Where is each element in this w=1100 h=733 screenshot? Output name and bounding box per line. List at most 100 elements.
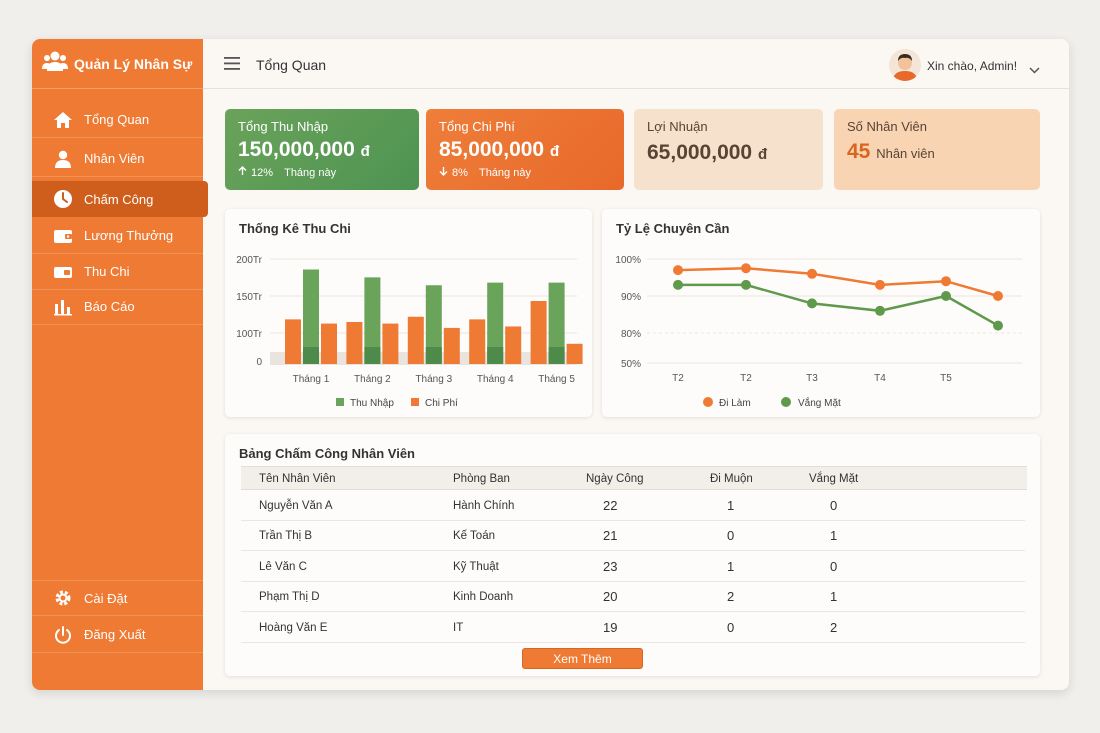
series-line-absent	[678, 283, 999, 327]
sidebar-item-reports[interactable]: Báo Cáo	[32, 289, 203, 325]
data-point	[807, 268, 817, 279]
y-tick-label: 90%	[621, 292, 641, 303]
y-tick-label: 50%	[621, 359, 641, 370]
table-cell: Hoàng Văn E	[259, 621, 328, 634]
bar-expense-extra	[285, 319, 301, 364]
sidebar: Quản Lý Nhân Sự Tổng Quan Nhân Viên Chấm…	[32, 39, 208, 690]
table-cell: 20	[603, 589, 618, 605]
table-title: Bảng Chấm Công Nhân Viên	[239, 446, 415, 461]
kpi-value: 65,000,000 đ	[647, 141, 768, 164]
data-point	[741, 279, 751, 290]
sidebar-item-label: Cài Đặt	[84, 590, 128, 606]
legend-label: Chi Phí	[425, 398, 458, 409]
table-cell: 1	[830, 528, 838, 544]
sidebar-item-label: Báo Cáo	[84, 299, 135, 314]
kpi-card-expense: Tổng Chi Phí 85,000,000 đ 8% Tháng này	[426, 109, 624, 190]
y-tick-label: 100Tr	[236, 329, 262, 340]
table-cell: 1	[830, 589, 838, 605]
bar-expense-extra	[530, 301, 547, 364]
sidebar-item-overview[interactable]: Tổng Quan	[32, 102, 203, 138]
table-cell: Lê Văn C	[259, 560, 307, 573]
sidebar-item-label: Lương Thưởng	[84, 228, 174, 243]
user-icon	[52, 149, 74, 169]
y-tick-label: 150Tr	[236, 292, 262, 303]
sidebar-item-employees[interactable]: Nhân Viên	[32, 141, 203, 177]
sidebar-item-logout[interactable]: Đăng Xuất	[32, 617, 203, 653]
kpi-card-profit: Lợi Nhuận 65,000,000 đ	[634, 109, 823, 190]
bar-income-base	[425, 347, 442, 364]
table-cell: 0	[727, 619, 735, 635]
data-point	[875, 305, 885, 316]
x-tick-label: T4	[874, 373, 886, 384]
column-header: Phòng Ban	[453, 473, 510, 485]
x-tick-label: Tháng 3	[415, 374, 452, 385]
sidebar-item-settings[interactable]: Cài Đặt	[32, 580, 203, 616]
legend-swatch-expense	[411, 398, 419, 406]
x-tick-label: T2	[740, 373, 752, 384]
kpi-trend: 12% Tháng này	[238, 166, 406, 179]
attendance-table-card: Bảng Chấm Công Nhân Viên Tên Nhân Viên P…	[225, 434, 1040, 676]
avatar[interactable]	[889, 49, 921, 81]
chevron-down-icon[interactable]	[1029, 61, 1040, 79]
table-cell: 23	[603, 558, 618, 574]
home-icon	[52, 110, 74, 130]
table-row[interactable]: Nguyễn Văn A Hành Chính 22 1 0	[241, 491, 1025, 521]
table-cell: Trần Thị B	[259, 530, 313, 543]
sidebar-item-income-expense[interactable]: Thu Chi	[32, 254, 203, 290]
sidebar-item-label: Chấm Công	[84, 191, 154, 207]
kpi-trend: 8% Tháng này	[439, 166, 611, 179]
table-cell: 2	[830, 619, 838, 635]
attendance-rate-chart-card: Tỷ Lệ Chuyên Cần 100% 90% 80% 50% T2 T2 T3 T4 T5…	[602, 209, 1040, 417]
bar-income-base	[487, 347, 504, 364]
bar-income	[364, 277, 381, 364]
gear-icon	[52, 588, 74, 608]
table-cell: Kế Toán	[453, 530, 495, 543]
y-tick-label: 80%	[621, 329, 641, 340]
table-cell: Phạm Thị D	[259, 591, 320, 604]
arrow-up-icon	[238, 166, 247, 179]
legend-label: Thu Nhập	[350, 398, 394, 409]
bar-income	[303, 269, 319, 364]
table-row[interactable]: Trần Thị B Kế Toán 21 0 1	[241, 521, 1025, 552]
series-line-present	[677, 266, 999, 298]
table-row[interactable]: Phạm Thị D Kinh Doanh 20 2 1	[241, 582, 1025, 613]
table-cell: IT	[453, 621, 464, 634]
kpi-card-employees: Số Nhân Viên 45 Nhân viên	[834, 109, 1040, 190]
column-header: Vắng Mặt	[809, 473, 859, 485]
x-tick-label: T3	[806, 373, 818, 384]
table-cell: 19	[603, 619, 618, 635]
kpi-card-income: Tổng Thu Nhập 150,000,000 đ 12% Tháng nà…	[225, 109, 419, 190]
bar-chart-icon	[52, 297, 74, 317]
sidebar-item-label: Thu Chi	[84, 264, 130, 279]
table-cell: Kinh Doanh	[453, 591, 514, 604]
table-cell: 0	[727, 528, 735, 544]
bar-expense	[382, 323, 399, 364]
sidebar-item-label: Nhân Viên	[84, 151, 145, 166]
bar-income-base	[303, 347, 319, 364]
sidebar-item-payroll[interactable]: Lương Thưởng	[32, 218, 203, 254]
kpi-label: Số Nhân Viên	[847, 119, 927, 134]
income-expense-bar-chart: 200Tr 150Tr 100Tr 0 Tháng 1 Tháng 2 Tháng 3 Thá…	[236, 255, 583, 409]
data-point	[741, 263, 751, 274]
top-bar: Tổng Quan Xin chào, Admin!	[203, 39, 1069, 89]
bar-expense	[566, 343, 583, 364]
x-tick-label: T2	[672, 373, 684, 384]
y-tick-label: 200Tr	[236, 255, 262, 266]
table-cell: 22	[603, 498, 618, 513]
sidebar-item-attendance[interactable]: Chấm Công	[32, 181, 208, 217]
legend-swatch-present	[703, 397, 713, 407]
column-header: Ngày Công	[586, 473, 644, 485]
hamburger-menu-icon[interactable]	[224, 57, 240, 75]
column-header: Tên Nhân Viên	[259, 473, 336, 485]
data-point	[875, 279, 885, 290]
bar-expense-extra	[407, 316, 424, 364]
attendance-line-chart: 100% 90% 80% 50% T2 T2 T3 T4 T5 Đi Làm Vắng Mặt	[615, 255, 1022, 409]
x-tick-label: Tháng 5	[538, 374, 575, 385]
view-more-button[interactable]: Xem Thêm	[522, 648, 643, 669]
y-tick-label: 100%	[615, 255, 641, 266]
table-row[interactable]: Lê Văn C Kỹ Thuật 23 1 0	[241, 552, 1025, 582]
app-title: Quản Lý Nhân Sự	[74, 55, 193, 72]
kpi-label: Lợi Nhuận	[647, 119, 708, 134]
column-header: Đi Muộn	[710, 473, 753, 485]
table-row[interactable]: Hoàng Văn E IT 19 0 2	[241, 613, 1025, 643]
